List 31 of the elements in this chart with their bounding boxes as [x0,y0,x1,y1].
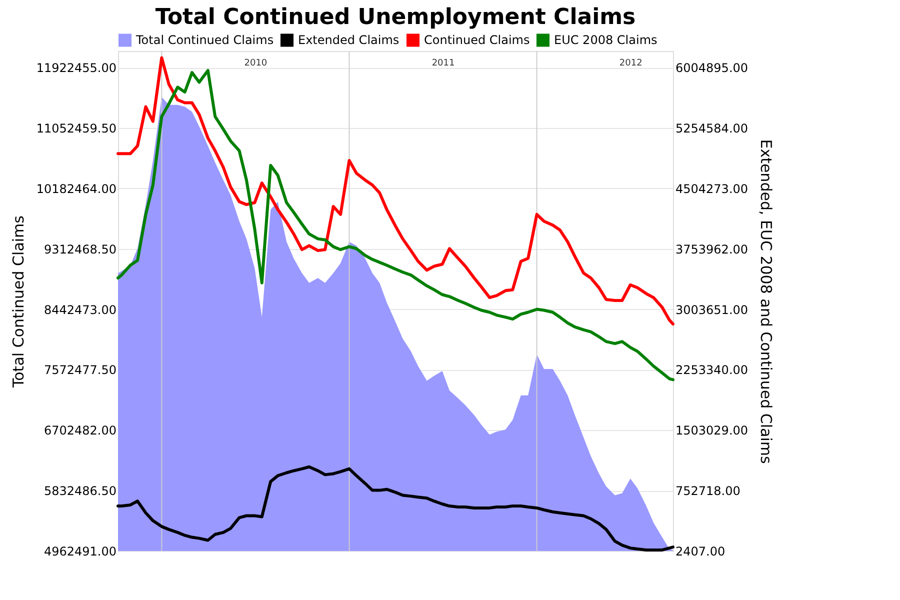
legend-label: Total Continued Claims [135,33,274,48]
legend-label: Continued Claims [424,33,530,48]
y-tick-label: 8442473.00 [44,302,116,317]
line-series [116,68,674,382]
y-tick-label: 6702482.00 [44,424,116,438]
legend-label: EUC 2008 Claims [554,33,658,48]
chart-title: Total Continued Unemployment Claims [155,5,636,30]
y-tick-label: 5832486.50 [44,484,116,498]
y-tick-label: 11922455.00 [36,61,116,76]
y-tick-label: 7572477.50 [44,363,116,378]
y2-tick-label: 4504273.00 [676,182,748,196]
y-axis-title: Total Continued Claims [9,215,28,388]
y2-tick-label: 5254584.00 [676,122,748,136]
legend-label: Extended Claims [298,33,400,48]
y2-tick-label: 3003651.00 [676,302,748,317]
y-tick-label: 11052459.50 [36,122,116,136]
y2-tick-label: 3753962.00 [676,242,748,256]
x-tick-label: 2011 [432,58,455,68]
y2-tick-label: 2407.00 [676,544,726,558]
y-tick-label: 10182464.00 [36,182,116,196]
y2-tick-label: 752718.00 [676,484,740,498]
line-series [116,56,674,326]
x-tick-label: 2012 [619,58,642,68]
y-tick-label: 9312468.50 [44,242,116,256]
line-series [116,465,674,552]
y2-tick-label: 1503029.00 [676,424,748,438]
y2-tick-label: 2253340.00 [676,363,748,378]
y-tick-label: 4962491.00 [44,544,116,558]
y2-tick-label: 6004895.00 [676,61,748,76]
x-tick-label: 2010 [244,58,268,68]
y2-axis-title: Extended, EUC 2008 and Continued Claims [757,139,776,464]
